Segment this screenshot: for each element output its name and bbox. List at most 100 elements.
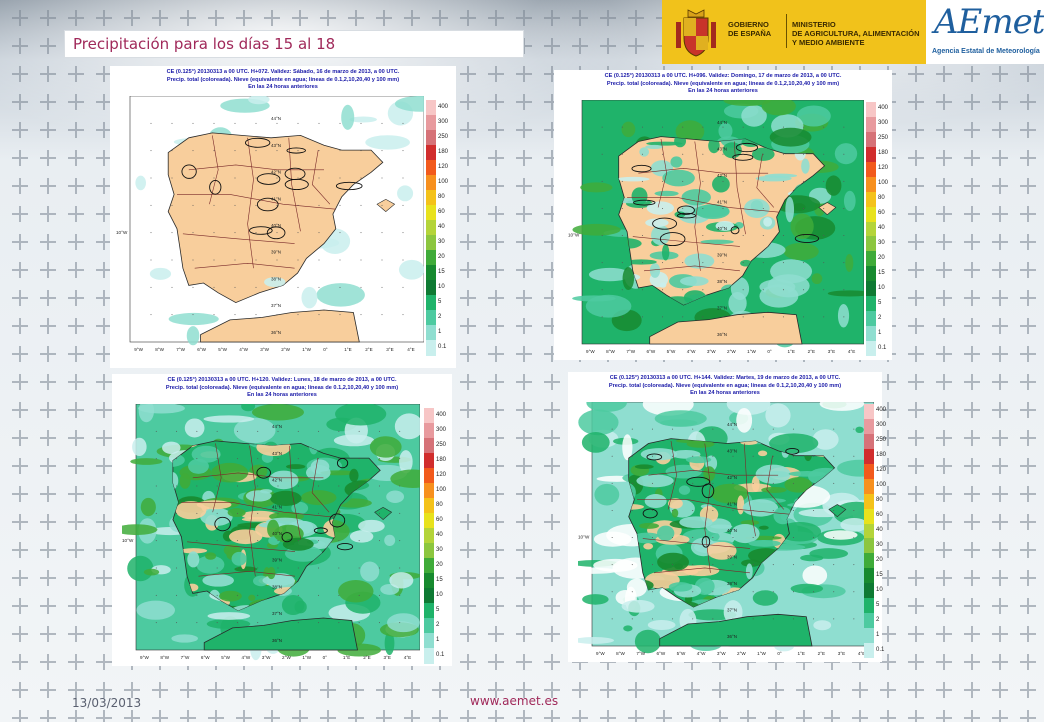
graticule-dot	[399, 622, 401, 624]
precip-area	[397, 185, 414, 202]
footer-url[interactable]: www.aemet.es	[470, 694, 559, 708]
lon-tick-label: 3°W	[707, 349, 716, 354]
graticule-dot	[823, 289, 825, 291]
graticule-dot	[213, 259, 215, 261]
precip-area	[171, 634, 199, 643]
lon-tick-label: 4°W	[241, 655, 250, 660]
precip-area	[712, 175, 730, 193]
lon-tick-label: 2°W	[281, 347, 290, 352]
side-lon-label: 10°W	[122, 538, 134, 543]
precip-area	[132, 437, 147, 457]
graticule-dot	[722, 153, 724, 155]
graticule-dot	[381, 122, 383, 124]
graticule-dot	[631, 618, 633, 620]
legend-swatch	[426, 235, 436, 251]
legend-swatch	[866, 311, 876, 327]
graticule-dot	[192, 259, 194, 261]
graticule-dot	[662, 289, 664, 291]
precipitation-legend: 400 300 250 180 120 100 80 60 40 30 20 15 10 5 2 1 0.1	[426, 100, 454, 356]
precip-area	[645, 218, 669, 228]
baleares-land	[818, 202, 837, 216]
legend-swatch	[866, 176, 876, 193]
lon-tick-label: 4°E	[858, 651, 865, 656]
graticule-dot	[338, 622, 340, 624]
region-border	[188, 164, 324, 171]
lat-tick-label: 38°N	[271, 276, 281, 281]
graticule-dot	[611, 591, 613, 593]
precip-area	[138, 404, 185, 414]
graticule-dot	[402, 122, 404, 124]
map-header: CE (0.125°) 20130313 a 00 UTC. H+144. Va…	[568, 375, 882, 398]
lon-tick-label: 4°W	[687, 349, 696, 354]
graticule-dot	[171, 314, 173, 316]
precip-area	[645, 144, 664, 149]
precip-area	[740, 520, 760, 526]
graticule-dot	[234, 314, 236, 316]
graticule-dot	[338, 540, 340, 542]
legend-label: 2	[438, 313, 442, 320]
precip-area	[654, 190, 679, 197]
graticule-dot	[171, 177, 173, 179]
graticule-dot	[601, 207, 603, 209]
snow-contour	[286, 147, 306, 154]
graticule-dot	[752, 537, 754, 539]
lon-tick-label: 3°E	[383, 655, 390, 660]
lon-tick-label: 5°W	[218, 347, 227, 352]
graticule-dot	[732, 618, 734, 620]
legend-label: 15	[436, 576, 443, 583]
precipitation-map: 44°N 43°N 42°N 41°N 40°N 39°N 38°N 37°N 36°N 9°W 8…	[568, 100, 864, 354]
lon-tick-label: 7°W	[176, 347, 185, 352]
graticule-dot	[381, 286, 383, 288]
legend-swatch	[864, 523, 874, 539]
graticule-dot	[358, 622, 360, 624]
snow-contour	[256, 197, 279, 212]
baleares-land	[376, 198, 396, 212]
graticule-dot	[297, 314, 299, 316]
graticule-dot	[277, 430, 279, 432]
africa-land	[203, 617, 358, 651]
graticule-dot	[213, 314, 215, 316]
snow-contour	[336, 458, 349, 469]
graticule-dot	[702, 153, 704, 155]
precip-area	[765, 403, 791, 428]
legend-label: 5	[436, 606, 440, 613]
graticule-dot	[257, 430, 259, 432]
graticule-dot	[611, 618, 613, 620]
lon-tick-label: 1°E	[797, 651, 804, 656]
graticule-dot	[255, 314, 257, 316]
region-border	[181, 502, 335, 518]
legend-label: 5	[876, 601, 880, 608]
graticule-dot	[176, 458, 178, 460]
graticule-dot	[338, 594, 340, 596]
lat-tick-label: 40°N	[727, 528, 737, 533]
graticule-dot	[833, 618, 835, 620]
legend-label: 40	[878, 225, 885, 231]
graticule-dot	[277, 485, 279, 487]
lat-tick-label: 43°N	[271, 143, 281, 148]
graticule-dot	[722, 207, 724, 209]
map-header: CE (0.125°) 20130313 a 00 UTC. H+120. Va…	[112, 377, 452, 400]
precip-area	[700, 239, 734, 245]
graticule-dot	[192, 122, 194, 124]
precip-area	[755, 464, 791, 484]
graticule-dot	[621, 262, 623, 264]
legend-label: 100	[436, 486, 447, 493]
precip-area	[594, 483, 620, 506]
precip-area	[588, 267, 631, 282]
legend-swatch	[426, 100, 436, 116]
snow-contour	[652, 217, 678, 230]
lon-tick-label: 1°W	[302, 347, 311, 352]
graticule-dot	[651, 428, 653, 430]
graticule-dot	[672, 455, 674, 457]
region-border	[198, 570, 296, 577]
precip-area	[241, 517, 274, 522]
graticule-dot	[358, 430, 360, 432]
precip-area	[819, 402, 865, 411]
precip-area	[639, 147, 650, 157]
graticule-dot	[216, 622, 218, 624]
lon-tick-label: 4°E	[848, 349, 855, 354]
legend-label: 120	[878, 165, 889, 172]
graticule-dot	[339, 314, 341, 316]
precip-area	[578, 637, 615, 644]
graticule-dot	[843, 126, 845, 128]
